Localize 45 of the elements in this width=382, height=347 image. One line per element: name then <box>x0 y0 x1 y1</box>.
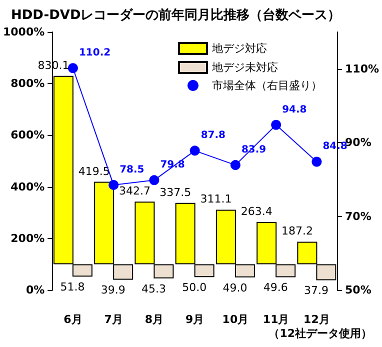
legend-label: 地デジ未対応 <box>211 61 278 74</box>
y-tick-label: 400% <box>10 180 45 194</box>
data-label: 50.0 <box>182 281 207 294</box>
data-label: 311.1 <box>200 192 232 206</box>
x-tick-label: 10月 <box>222 313 249 326</box>
x-tick-label: 7月 <box>104 313 123 326</box>
y2-tick-label: 110% <box>345 62 379 76</box>
data-label: 87.8 <box>200 130 226 142</box>
data-label: 187.2 <box>281 224 313 238</box>
data-label: 78.5 <box>120 164 144 176</box>
data-label: 337.5 <box>160 186 192 199</box>
y-tick-label: 1000% <box>2 26 45 38</box>
legend-label: 市場全体（右目盛り） <box>212 79 322 92</box>
y-tick-label: 800% <box>10 77 45 90</box>
point <box>312 156 322 167</box>
point <box>271 120 282 130</box>
y-tick-label: 200% <box>10 232 45 245</box>
legend-label: 地デジ対応 <box>211 42 267 55</box>
data-label: 419.5 <box>78 164 110 178</box>
x-tick-label: 11月 <box>262 313 290 326</box>
y-tick-label: 600% <box>10 128 45 142</box>
y-tick-label: 0% <box>26 284 45 296</box>
x-tick-label: 6月 <box>64 313 82 326</box>
data-label: 263.4 <box>240 205 272 218</box>
data-label: 49.0 <box>222 281 248 294</box>
point <box>230 160 240 170</box>
chart-title: HDD-DVDレコーダーの前年同月比推移（台数ベース） <box>11 7 341 23</box>
data-label: 49.6 <box>263 281 288 294</box>
y2-tick-label: 70% <box>345 210 372 223</box>
point <box>149 175 160 186</box>
data-label: 39.9 <box>100 284 126 297</box>
text: （12社データ使用） <box>268 327 372 340</box>
x-tick-label: 8月 <box>144 313 164 326</box>
x-tick-label: 9月 <box>186 313 204 326</box>
data-label: 51.8 <box>60 280 85 294</box>
point <box>190 146 200 156</box>
data-label: 94.8 <box>282 104 307 116</box>
data-label: 110.2 <box>78 48 111 59</box>
y2-tick-label: 50% <box>345 284 372 296</box>
data-label: 342.7 <box>118 184 150 198</box>
point <box>68 63 78 74</box>
x-tick-label: 12月 <box>304 313 330 326</box>
point <box>108 180 119 190</box>
data-label: 45.3 <box>141 282 166 296</box>
data-label: 37.9 <box>304 284 328 298</box>
